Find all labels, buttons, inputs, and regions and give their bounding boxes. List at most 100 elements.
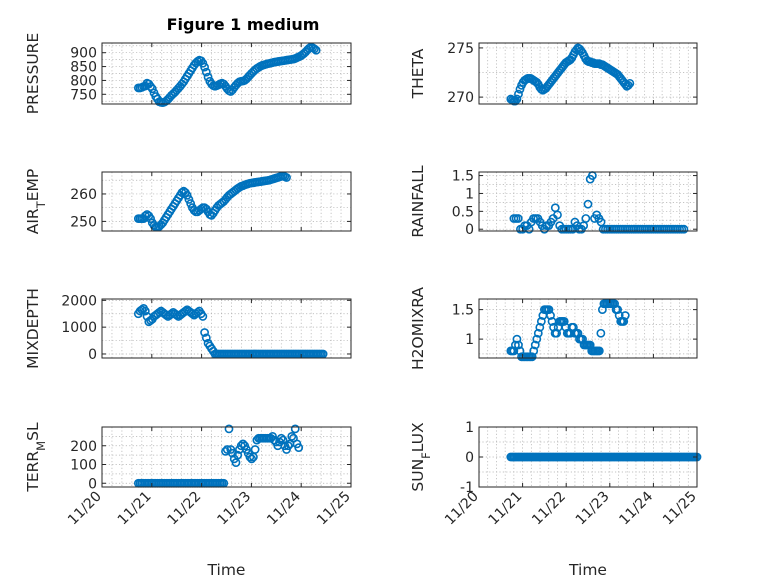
y-axis-label: SUNFLUX bbox=[409, 422, 433, 492]
subplot-h2omixra: 1 1.5 H2OMIXRA bbox=[409, 287, 698, 370]
data-point bbox=[186, 199, 196, 208]
data-point bbox=[511, 96, 520, 106]
series-theta bbox=[506, 43, 635, 106]
x-tick-label: 11/20 bbox=[65, 489, 105, 529]
data-point bbox=[224, 424, 234, 434]
data-point bbox=[613, 305, 623, 315]
y-axis-label: RAINFALL bbox=[409, 165, 427, 238]
data-point bbox=[533, 328, 543, 338]
y-tick-label: 1.5 bbox=[452, 169, 474, 185]
data-point bbox=[581, 214, 591, 223]
data-point bbox=[596, 328, 606, 338]
x-tick-label: 11/25 bbox=[660, 489, 700, 529]
x-tick-label: 11/21 bbox=[115, 489, 155, 529]
axes-frame bbox=[101, 171, 352, 232]
data-point bbox=[146, 214, 155, 224]
series-pressure bbox=[133, 42, 321, 108]
y-tick-label: 260 bbox=[70, 187, 97, 203]
y-tick-label: 0 bbox=[465, 450, 474, 466]
y-tick-label: 1 bbox=[465, 332, 474, 348]
data-point bbox=[511, 340, 520, 350]
data-point bbox=[200, 62, 209, 72]
y-tick-label: 0 bbox=[88, 476, 97, 492]
axes-frame bbox=[478, 171, 698, 232]
data-point bbox=[290, 424, 300, 434]
data-point bbox=[552, 328, 562, 338]
x-tick-label: 11/25 bbox=[314, 489, 354, 529]
y-axis-label: THETA bbox=[409, 48, 427, 99]
y-tick-label: 2000 bbox=[61, 293, 97, 309]
data-point bbox=[583, 199, 593, 209]
data-point bbox=[201, 67, 211, 77]
data-point bbox=[546, 311, 555, 320]
data-point bbox=[530, 340, 540, 350]
x-tick-label: 11/21 bbox=[486, 489, 526, 529]
data-point bbox=[287, 431, 297, 441]
data-point bbox=[282, 173, 291, 182]
data-point bbox=[245, 452, 255, 462]
y-tick-label: 1.5 bbox=[452, 303, 474, 319]
y-tick-label: 270 bbox=[447, 90, 474, 106]
data-point bbox=[200, 328, 209, 337]
subplot-air-temp: 250 260 AIRTEMP bbox=[24, 169, 352, 234]
data-point bbox=[146, 82, 155, 91]
series-mixdepth bbox=[133, 303, 328, 359]
figure-title: Figure 1 medium bbox=[167, 15, 320, 34]
data-point bbox=[619, 317, 629, 326]
y-axis-label: PRESSURE bbox=[24, 33, 42, 115]
x-tick-label: 11/23 bbox=[573, 489, 613, 529]
data-point bbox=[309, 44, 319, 54]
series-h2omixra bbox=[506, 299, 630, 362]
axes-frame bbox=[478, 42, 698, 105]
data-point bbox=[184, 195, 194, 204]
data-point bbox=[509, 346, 519, 356]
data-point bbox=[233, 450, 243, 460]
data-point bbox=[623, 80, 633, 90]
grid-theta bbox=[479, 43, 697, 104]
data-point bbox=[529, 346, 539, 356]
data-point bbox=[594, 346, 604, 356]
x-tick-label: 11/22 bbox=[529, 489, 569, 529]
data-point bbox=[544, 305, 554, 315]
data-point bbox=[515, 84, 525, 94]
data-point bbox=[201, 333, 211, 343]
x-tick-label: 11/23 bbox=[214, 489, 254, 529]
y-tick-label: 800 bbox=[70, 73, 97, 89]
y-axis-label: H2OMIXRA bbox=[409, 287, 427, 370]
subplot-mixdepth: 0 1000 2000 MIXDEPTH bbox=[24, 288, 352, 369]
subplot-terr-msl: 0 100 200 11/20 11/21 11/22 11/23 11/24 11/25 TER… bbox=[24, 422, 354, 579]
data-point bbox=[514, 340, 523, 350]
data-point bbox=[514, 89, 523, 99]
data-point bbox=[247, 454, 257, 464]
y-tick-label: 900 bbox=[70, 46, 97, 62]
y-tick-label: 1 bbox=[465, 186, 474, 202]
data-point bbox=[250, 445, 260, 454]
series-air-temp bbox=[133, 171, 291, 232]
y-tick-label: 0.5 bbox=[452, 204, 474, 220]
x-axis-label: Time bbox=[568, 561, 607, 579]
data-point bbox=[140, 306, 150, 316]
axes-frame bbox=[101, 298, 352, 359]
axes-frame bbox=[478, 298, 698, 359]
y-tick-label: 1 bbox=[465, 420, 474, 436]
y-tick-label: 0 bbox=[88, 347, 97, 363]
y-axis-label: TERRMSL bbox=[24, 422, 48, 493]
data-point bbox=[278, 435, 288, 445]
data-point bbox=[559, 317, 569, 326]
x-tick-label: 11/24 bbox=[264, 488, 304, 528]
y-tick-label: 250 bbox=[70, 214, 97, 230]
x-tick-label: 11/22 bbox=[165, 489, 205, 529]
series-sun-flux bbox=[506, 452, 702, 462]
data-point bbox=[283, 441, 293, 451]
data-point bbox=[625, 78, 635, 88]
y-tick-label: -1 bbox=[460, 480, 474, 496]
data-point bbox=[513, 214, 523, 223]
data-point bbox=[311, 45, 321, 55]
data-point bbox=[620, 311, 630, 320]
y-tick-label: 0 bbox=[465, 222, 474, 238]
data-point bbox=[535, 322, 545, 332]
axes-frame bbox=[101, 42, 352, 105]
